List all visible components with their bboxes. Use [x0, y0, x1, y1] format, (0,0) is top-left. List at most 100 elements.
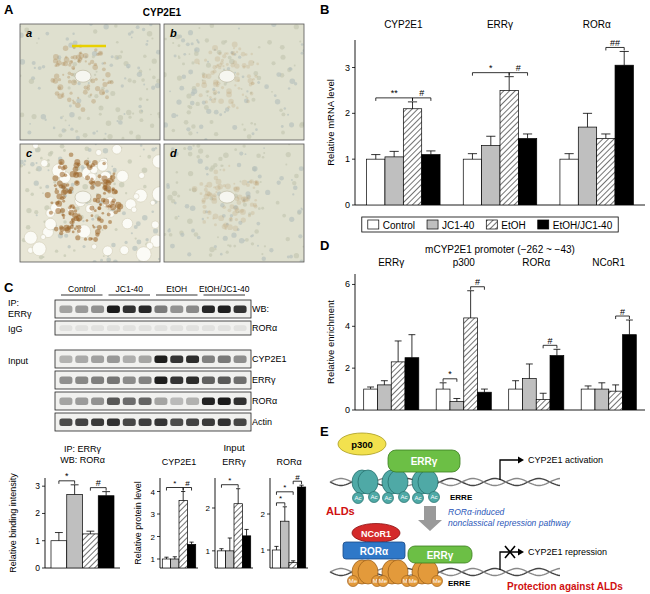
stain: [58, 202, 60, 204]
cell: [297, 210, 302, 215]
cell: [139, 118, 143, 122]
blot-band: [154, 418, 167, 426]
blot-band: [139, 376, 152, 384]
cell: [262, 257, 266, 261]
stain: [70, 204, 75, 209]
cell: [294, 174, 299, 179]
cell: [254, 123, 256, 125]
bar: [422, 155, 440, 205]
error-bar: [102, 492, 110, 496]
cell: [189, 189, 192, 192]
stain: [85, 175, 90, 180]
stain: [90, 78, 95, 83]
cell: [241, 88, 243, 90]
stain: [68, 71, 72, 75]
stain: [218, 63, 222, 67]
stain: [207, 217, 209, 219]
stain: [211, 98, 216, 103]
stain: [246, 97, 248, 99]
stain: [255, 75, 258, 78]
nucleosome: [358, 470, 378, 494]
stain: [57, 84, 63, 90]
cell: [245, 238, 249, 242]
cell: [206, 155, 210, 159]
lane-group-line: [109, 295, 151, 296]
cell: [191, 124, 195, 128]
cell: [238, 27, 240, 29]
cell: [182, 62, 185, 65]
stain: [234, 84, 236, 86]
bar: [162, 559, 170, 568]
lipid-droplet: [133, 194, 139, 200]
micrograph: [20, 24, 160, 140]
blot-band: [186, 355, 199, 363]
cell: [107, 134, 112, 139]
cell: [186, 42, 190, 46]
blot-band: [202, 355, 215, 363]
group-title: Input: [223, 442, 244, 453]
stain: [96, 194, 101, 199]
stain: [50, 78, 55, 83]
stain: [92, 225, 94, 227]
cell: [32, 61, 36, 65]
stain: [107, 213, 111, 217]
stain: [72, 231, 75, 234]
cell: [152, 76, 156, 80]
cell: [284, 107, 286, 109]
cell: [258, 174, 262, 178]
cell: [299, 40, 301, 42]
stain: [87, 165, 93, 171]
significance: *: [228, 476, 231, 485]
stain: [213, 170, 218, 175]
cell: [128, 32, 131, 35]
cell: [26, 225, 31, 230]
cell: [177, 194, 180, 197]
significance: #: [419, 88, 424, 98]
cell: [118, 55, 122, 59]
cell: [42, 192, 44, 194]
stain: [222, 65, 224, 67]
image-frame: [20, 24, 160, 140]
significance: #: [548, 336, 553, 346]
blot-band: [234, 325, 247, 331]
cell: [103, 148, 108, 153]
cell: [228, 56, 232, 60]
pathway-label: RORα-induced: [448, 507, 505, 517]
stain: [75, 235, 80, 240]
cell: [202, 218, 204, 220]
stain: [95, 181, 101, 187]
stain: [103, 225, 108, 230]
cell: [169, 233, 173, 237]
stain: [108, 220, 112, 224]
significance: *: [65, 471, 69, 481]
cell: [186, 127, 190, 131]
bar: [609, 391, 623, 410]
stain: [103, 62, 106, 65]
cell: [87, 117, 90, 120]
stain: [223, 184, 226, 187]
blot-label: RORα: [252, 396, 277, 406]
stain: [251, 211, 255, 215]
cell: [126, 64, 131, 69]
transition-arrow: [418, 506, 442, 531]
legend-swatch: [368, 220, 379, 229]
stain: [62, 214, 65, 217]
tick-label: 2: [151, 533, 156, 542]
blot-band: [107, 397, 120, 405]
stain: [230, 217, 233, 220]
stain: [192, 186, 198, 192]
stain: [95, 78, 98, 81]
error-bar: [626, 320, 633, 335]
stain: [238, 87, 241, 90]
cell: [167, 195, 173, 201]
stain: [71, 56, 74, 59]
stain: [231, 102, 233, 104]
cell: [294, 82, 297, 85]
stain: [222, 205, 226, 209]
stain: [105, 72, 110, 77]
error-bar: [390, 151, 399, 157]
cell: [128, 78, 132, 82]
blot-band: [59, 397, 72, 405]
chart: 0246ERRγp300RORαNCoR1mCYP2E1 promoter (−…: [325, 244, 645, 415]
blot-band: [123, 397, 136, 405]
